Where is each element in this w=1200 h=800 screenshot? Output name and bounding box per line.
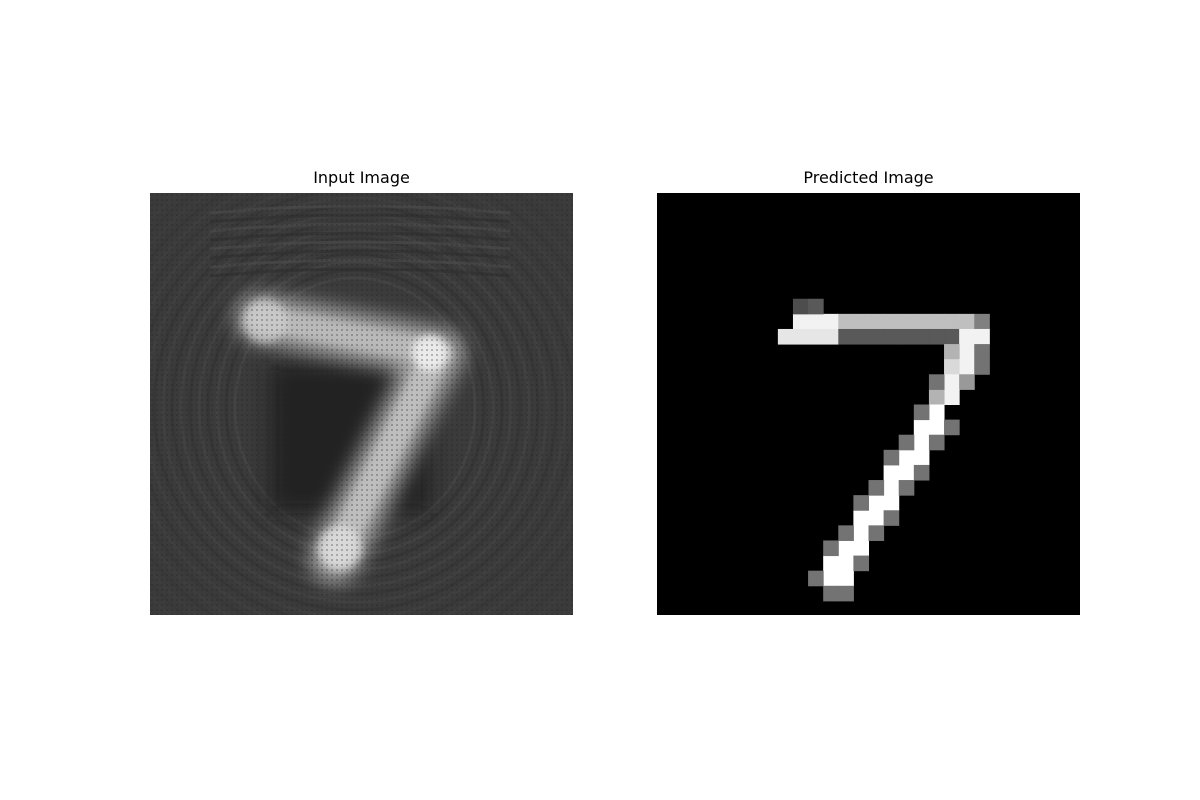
digit-pixel	[868, 480, 885, 496]
digit-pixel	[944, 313, 960, 330]
digit-pixel	[959, 344, 975, 360]
digit-pixel	[928, 374, 945, 390]
digit-pixel	[959, 313, 975, 330]
digit-pixel	[913, 404, 930, 421]
digit-pixel	[823, 570, 839, 587]
digit-pixel	[974, 328, 990, 345]
predicted-image-canvas	[777, 298, 990, 602]
digit-pixel	[944, 389, 960, 405]
digit-pixel	[959, 359, 975, 375]
digit-pixel	[853, 555, 869, 572]
digit-pixel	[944, 374, 960, 390]
digit-pixel	[883, 449, 900, 466]
digit-pixel	[853, 510, 869, 526]
digit-pixel	[913, 313, 930, 330]
digit-pixel	[913, 464, 930, 481]
digit-pixel	[853, 525, 869, 541]
digit-pixel	[838, 570, 854, 587]
digit-pixel	[792, 313, 809, 330]
digit-pixel	[959, 328, 975, 345]
digit-pixel	[913, 328, 930, 345]
digit-pixel	[959, 374, 975, 390]
digit-pixel	[913, 419, 930, 436]
digit-pixel	[808, 298, 824, 315]
digit-pixel	[883, 495, 900, 511]
digit-pixel	[853, 328, 869, 345]
digit-pixel	[974, 313, 990, 330]
digit-pixel	[823, 328, 839, 345]
digit-pixel	[868, 495, 885, 511]
digit-pixel	[868, 510, 885, 526]
digit-pixel	[808, 328, 824, 345]
digit-pixel	[838, 585, 854, 602]
digit-pixel	[838, 328, 854, 345]
digit-pixel	[853, 540, 869, 557]
digit-pixel	[808, 313, 824, 330]
digit-pixel	[883, 464, 900, 481]
digit-pixel	[928, 434, 945, 451]
digit-pixel	[898, 434, 915, 451]
digit-pixel	[898, 480, 915, 496]
digit-pixel	[838, 555, 854, 572]
digit-pixel	[883, 328, 900, 345]
digit-pixel	[928, 389, 945, 405]
predicted-image	[657, 193, 1080, 615]
digit-pixel	[928, 328, 945, 345]
digit-pixel	[823, 555, 839, 572]
digit-pixel	[898, 328, 915, 345]
digit-pixel	[944, 419, 960, 436]
input-image-canvas	[150, 193, 573, 615]
digit-pixel	[823, 585, 839, 602]
digit-pixel	[838, 313, 854, 330]
predicted-image-title: Predicted Image	[803, 168, 934, 187]
digit-pixel	[792, 328, 809, 345]
digit-pixel	[808, 570, 824, 587]
digit-pixel	[913, 434, 930, 451]
digit-pixel	[883, 510, 900, 526]
digit-pixel	[853, 495, 869, 511]
digit-pixel	[823, 313, 839, 330]
input-image	[150, 193, 573, 615]
digit-pixel	[974, 344, 990, 360]
digit-pixel	[792, 298, 809, 315]
digit-pixel	[868, 525, 885, 541]
digit-pixel	[868, 313, 885, 330]
digit-pixel	[883, 480, 900, 496]
input-image-title: Input Image	[313, 168, 410, 187]
digit-pixel	[898, 464, 915, 481]
digit-pixel	[974, 359, 990, 375]
digit-pixel	[883, 313, 900, 330]
digit-pixel	[868, 328, 885, 345]
digit-pixel	[928, 404, 945, 421]
digit-pixel	[944, 328, 960, 345]
digit-pixel	[838, 525, 854, 541]
digit-pixel	[944, 344, 960, 360]
digit-pixel	[853, 313, 869, 330]
digit-pixel	[928, 419, 945, 436]
digit-pixel	[898, 313, 915, 330]
digit-pixel	[898, 449, 915, 466]
digit-pixel	[928, 313, 945, 330]
digit-pixel	[913, 449, 930, 466]
digit-pixel	[823, 540, 839, 557]
digit-pixel	[777, 328, 794, 345]
digit-pixel	[944, 359, 960, 375]
digit-pixel	[838, 540, 854, 557]
